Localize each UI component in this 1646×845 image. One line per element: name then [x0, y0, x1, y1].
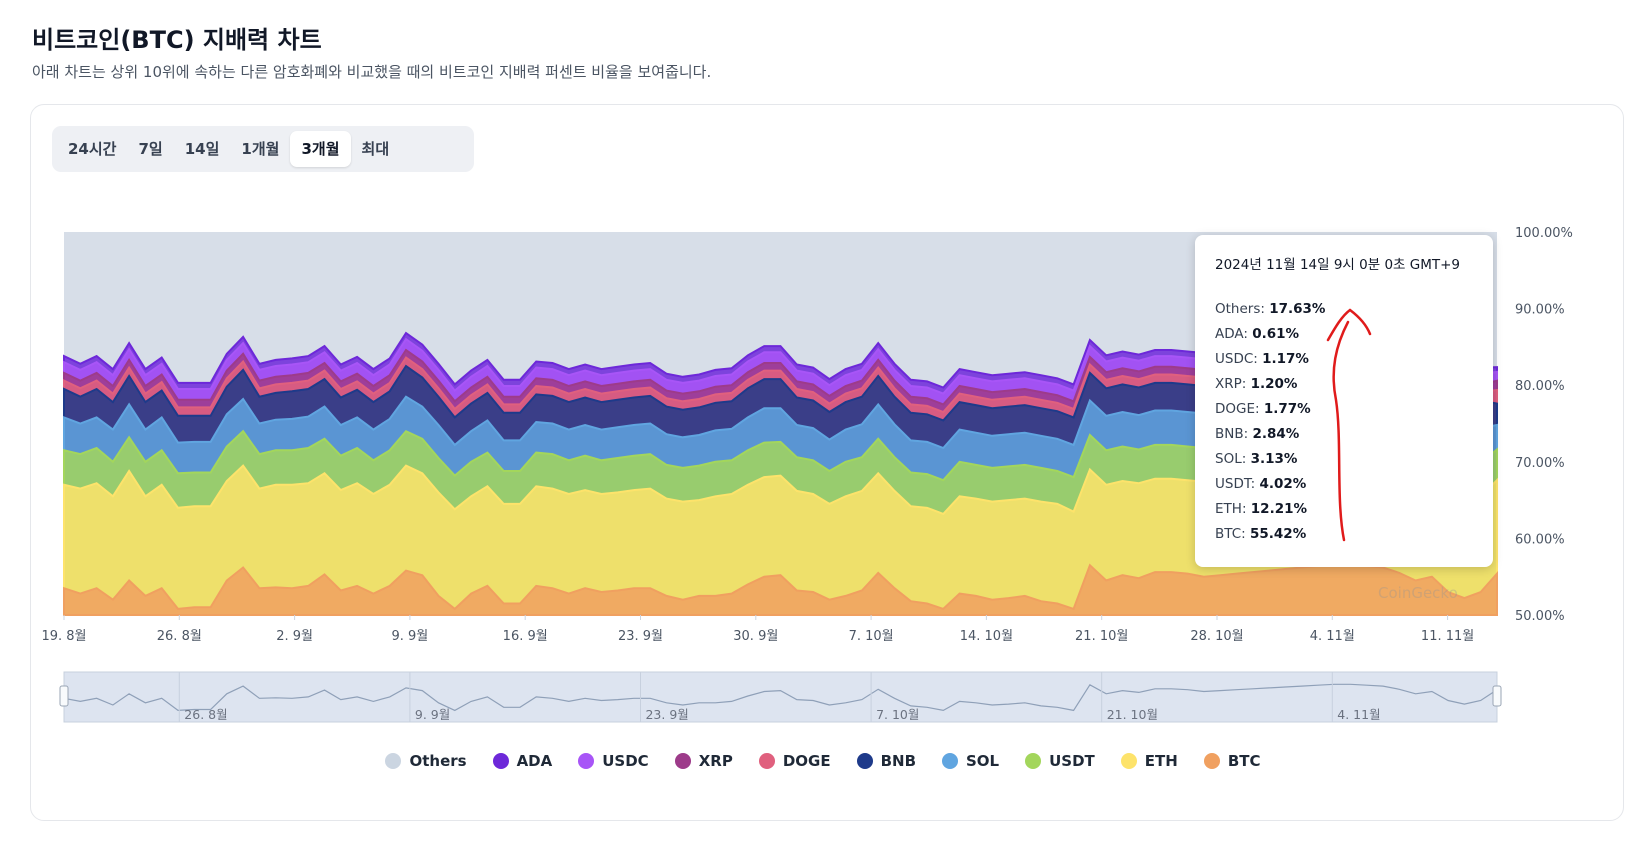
y-tick-label: 70.00%	[1515, 456, 1565, 471]
navigator-handle-left[interactable]	[59, 685, 69, 707]
tooltip-row-ada: ADA: 0.61%	[1215, 326, 1300, 342]
data-tooltip: 2024년 11월 14일 9시 0분 0초 GMT+9 Others: 17.…	[1195, 235, 1493, 567]
legend-item-usdt[interactable]: USDT	[1025, 752, 1095, 770]
tab-max[interactable]: 최대	[361, 140, 390, 158]
navigator-series-line	[63, 683, 1498, 712]
tooltip-row-btc: BTC: 55.42%	[1215, 526, 1307, 542]
legend-dot-btc	[1203, 753, 1220, 769]
x-tick-label: 19. 8월	[41, 629, 86, 644]
tab-7d[interactable]: 7일	[138, 140, 163, 158]
y-tick-label: 90.00%	[1515, 303, 1565, 318]
x-tick-label: 16. 9월	[503, 629, 548, 644]
legend-item-sol[interactable]: SOL	[942, 752, 999, 770]
navigator-handle-right[interactable]	[1492, 685, 1502, 707]
legend-item-doge[interactable]: DOGE	[758, 752, 831, 770]
legend-dot-sol	[942, 753, 958, 769]
legend-item-others[interactable]: Others	[385, 752, 467, 770]
legend-item-usdc[interactable]: USDC	[578, 752, 649, 770]
legend-dot-bnb	[856, 753, 873, 769]
x-tick-label: 9. 9월	[392, 629, 429, 644]
tooltip-date: 2024년 11월 14일 9시 0분 0초 GMT+9	[1215, 257, 1461, 273]
legend-dot-usdc	[578, 753, 595, 769]
navigator-label: 21. 10월	[1107, 707, 1158, 722]
legend-dot-xrp	[674, 753, 691, 769]
x-tick-label: 28. 10월	[1190, 629, 1243, 644]
tooltip-row-xrp: XRP: 1.20%	[1215, 376, 1298, 392]
y-tick-label: 60.00%	[1515, 532, 1565, 547]
y-tick-label: 80.00%	[1515, 379, 1565, 394]
tooltip-row-usdt: USDT: 4.02%	[1215, 476, 1307, 492]
chart-legend: Others ADA USDC XRP DOGE BNB SOL USDT ET…	[0, 752, 1646, 770]
legend-dot-usdt	[1025, 753, 1042, 769]
legend-dot-doge	[758, 753, 775, 769]
x-tick-label: 26. 8월	[157, 629, 202, 644]
tooltip-row-doge: DOGE: 1.77%	[1215, 401, 1311, 417]
tooltip-row-bnb: BNB: 2.84%	[1215, 426, 1300, 442]
legend-item-xrp[interactable]: XRP	[674, 752, 733, 770]
tab-14d[interactable]: 14일	[184, 140, 220, 158]
x-tick-label: 23. 9월	[618, 629, 663, 644]
navigator-label: 23. 9월	[645, 707, 688, 722]
x-tick-label: 2. 9월	[276, 629, 313, 644]
navigator-label: 26. 8월	[184, 707, 227, 722]
navigator-label: 7. 10월	[876, 707, 919, 722]
x-tick-label: 14. 10월	[960, 629, 1013, 644]
legend-dot-others	[385, 753, 402, 769]
page-subtitle: 아래 차트는 상위 10위에 속하는 다른 암호화폐와 비교했을 때의 비트코인…	[32, 63, 712, 81]
tab-24h[interactable]: 24시간	[68, 140, 117, 158]
tooltip-row-eth: ETH: 12.21%	[1215, 501, 1308, 517]
page-title: 비트코인(BTC) 지배력 차트	[32, 26, 322, 54]
tooltip-row-sol: SOL: 3.13%	[1215, 451, 1298, 467]
y-tick-label: 50.00%	[1515, 609, 1565, 624]
navigator-label: 4. 11월	[1337, 707, 1380, 722]
legend-item-ada[interactable]: ADA	[492, 752, 552, 770]
navigator-background	[63, 671, 1498, 723]
y-tick-label: 100.00%	[1515, 226, 1573, 241]
legend-item-bnb[interactable]: BNB	[856, 752, 916, 770]
legend-dot-ada	[492, 753, 509, 769]
legend-item-btc[interactable]: BTC	[1203, 752, 1261, 770]
x-tick-label: 30. 9월	[733, 629, 778, 644]
x-tick-label: 21. 10월	[1075, 629, 1128, 644]
watermark-text: CoinGecko	[1378, 584, 1458, 602]
series-area-btc	[63, 563, 1498, 616]
tab-1m[interactable]: 1개월	[241, 140, 280, 158]
tooltip-row-others: Others: 17.63%	[1215, 301, 1326, 317]
x-tick-label: 4. 11월	[1310, 629, 1355, 644]
legend-item-eth[interactable]: ETH	[1120, 752, 1178, 770]
x-tick-label: 11. 11월	[1421, 629, 1474, 644]
tab-3m[interactable]: 3개월	[290, 131, 351, 167]
time-range-tabs: 24시간 7일 14일 1개월 3개월 최대	[52, 126, 474, 172]
tooltip-row-usdc: USDC: 1.17%	[1215, 351, 1309, 367]
x-tick-label: 7. 10월	[849, 629, 894, 644]
legend-dot-eth	[1120, 753, 1137, 769]
navigator-label: 9. 9월	[415, 707, 450, 722]
